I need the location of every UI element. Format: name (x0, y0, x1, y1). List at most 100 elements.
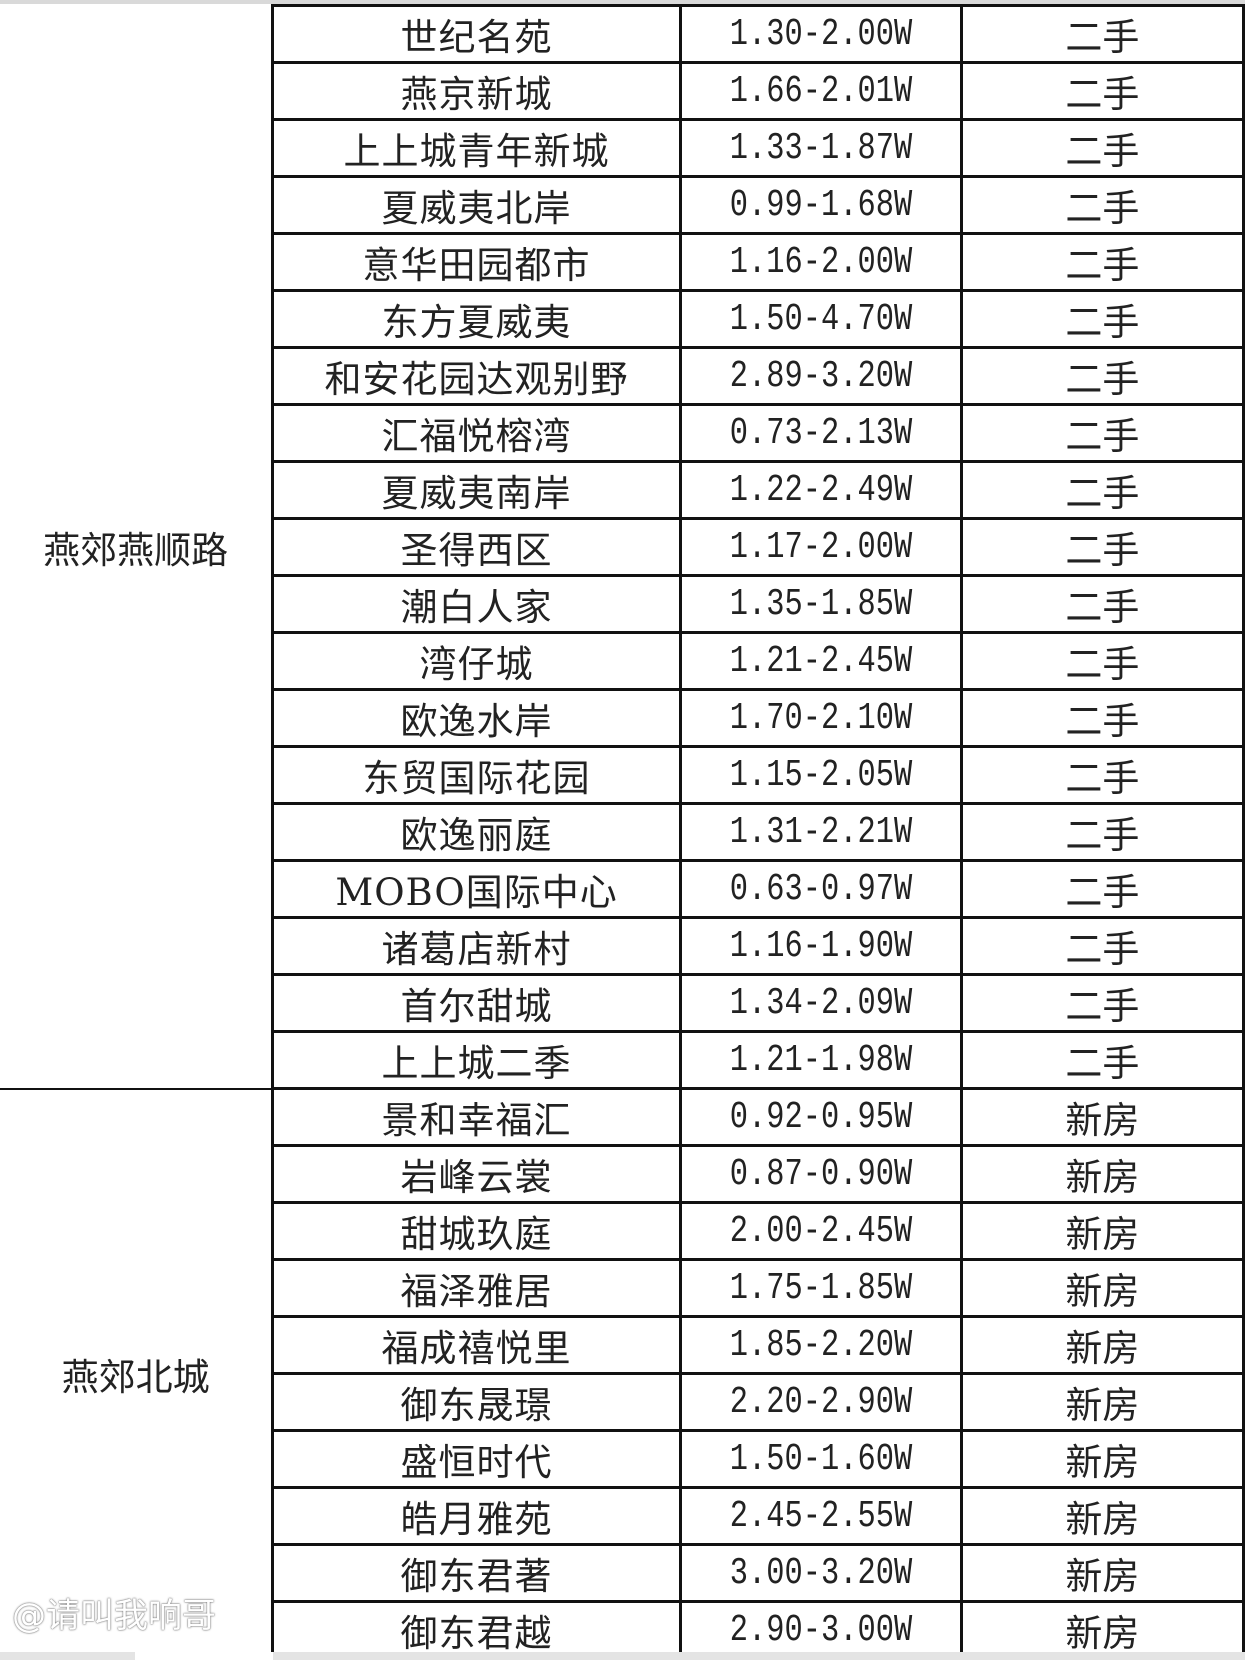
housing-type-cell: 新房 (959, 1087, 1245, 1147)
housing-type-cell: 新房 (959, 1144, 1245, 1204)
community-name-cell: 甜城玖庭 (271, 1201, 682, 1261)
price-range-text: 1.50-1.60W (729, 1437, 912, 1481)
table-row: 东贸国际花园 1.15-2.05W 二手 (0, 745, 1245, 805)
table-row: 燕京新城 1.66-2.01W 二手 (0, 61, 1245, 121)
bottom-edge (0, 1652, 1245, 1660)
price-range-text: 2.89-3.20W (729, 354, 912, 398)
table-row: 御东晟璟 2.20-2.90W 新房 (0, 1372, 1245, 1432)
community-name-cell: 圣得西区 (271, 517, 682, 577)
community-name-cell: 首尔甜城 (271, 973, 682, 1033)
table-row: 诸葛店新村 1.16-1.90W 二手 (0, 916, 1245, 976)
table-row: 夏威夷南岸 1.22-2.49W 二手 (0, 460, 1245, 520)
price-range-text: 0.99-1.68W (729, 183, 912, 227)
community-name-cell: 东方夏威夷 (271, 289, 682, 349)
price-range-text: 1.70-2.10W (729, 696, 912, 740)
price-range-text: 2.45-2.55W (729, 1494, 912, 1538)
price-range-text: 1.35-1.85W (729, 582, 912, 626)
price-range-text: 1.22-2.49W (729, 468, 912, 512)
price-range-text: 1.66-2.01W (729, 69, 912, 113)
community-name-cell: 潮白人家 (271, 574, 682, 634)
price-range-cell: 1.34-2.09W (678, 973, 963, 1033)
housing-type-cell: 二手 (959, 4, 1245, 64)
price-range-cell: 0.73-2.13W (678, 403, 963, 463)
table-row: 和安花园达观别野 2.89-3.20W 二手 (0, 346, 1245, 406)
table-row: 圣得西区 1.17-2.00W 二手 (0, 517, 1245, 577)
price-range-cell: 1.21-2.45W (678, 631, 963, 691)
price-range-cell: 0.99-1.68W (678, 175, 963, 235)
housing-type-cell: 二手 (959, 631, 1245, 691)
price-range-text: 0.63-0.97W (729, 867, 912, 911)
table-row: 上上城二季 1.21-1.98W 二手 (0, 1030, 1245, 1090)
price-range-cell: 2.00-2.45W (678, 1201, 963, 1261)
price-range-text: 2.00-2.45W (729, 1209, 912, 1253)
housing-type-cell: 二手 (959, 175, 1245, 235)
table-row: 首尔甜城 1.34-2.09W 二手 (0, 973, 1245, 1033)
price-range-cell: 1.33-1.87W (678, 118, 963, 178)
community-name-cell: 福泽雅居 (271, 1258, 682, 1318)
community-name-cell: 意华田园都市 (271, 232, 682, 292)
price-range-text: 3.00-3.20W (729, 1551, 912, 1595)
price-range-cell: 1.15-2.05W (678, 745, 963, 805)
price-range-text: 1.21-1.98W (729, 1038, 912, 1082)
price-range-text: 2.20-2.90W (729, 1380, 912, 1424)
price-range-text: 1.21-2.45W (729, 639, 912, 683)
community-name-cell: 景和幸福汇 (271, 1087, 682, 1147)
community-name-cell: 御东君著 (271, 1543, 682, 1603)
price-range-cell: 1.22-2.49W (678, 460, 963, 520)
table-row: 甜城玖庭 2.00-2.45W 新房 (0, 1201, 1245, 1261)
housing-type-cell: 新房 (959, 1372, 1245, 1432)
housing-type-cell: 二手 (959, 688, 1245, 748)
housing-type-cell: 新房 (959, 1486, 1245, 1546)
housing-type-cell: 二手 (959, 745, 1245, 805)
housing-type-cell: 二手 (959, 973, 1245, 1033)
price-range-text: 1.16-2.00W (729, 240, 912, 284)
table-row: 意华田园都市 1.16-2.00W 二手 (0, 232, 1245, 292)
housing-type-cell: 新房 (959, 1315, 1245, 1375)
community-name-cell: 夏威夷北岸 (271, 175, 682, 235)
community-name-cell: 上上城青年新城 (271, 118, 682, 178)
community-name-cell: 御东晟璟 (271, 1372, 682, 1432)
watermark: @请叫我响哥 (12, 1596, 216, 1636)
community-name-cell: 欧逸丽庭 (271, 802, 682, 862)
price-range-cell: 1.70-2.10W (678, 688, 963, 748)
community-name-cell: 福成禧悦里 (271, 1315, 682, 1375)
price-range-text: 1.16-1.90W (729, 924, 912, 968)
price-range-cell: 2.89-3.20W (678, 346, 963, 406)
bottom-edge-gap (135, 1652, 273, 1660)
price-range-text: 1.50-4.70W (729, 297, 912, 341)
table-row: 潮白人家 1.35-1.85W 二手 (0, 574, 1245, 634)
table-row: 汇福悦榕湾 0.73-2.13W 二手 (0, 403, 1245, 463)
price-range-text: 0.73-2.13W (729, 411, 912, 455)
price-range-cell: 1.21-1.98W (678, 1030, 963, 1090)
community-name-cell: 燕京新城 (271, 61, 682, 121)
price-range-cell: 1.66-2.01W (678, 61, 963, 121)
housing-type-cell: 二手 (959, 802, 1245, 862)
community-name-cell: 夏威夷南岸 (271, 460, 682, 520)
housing-type-cell: 二手 (959, 346, 1245, 406)
price-range-cell: 1.50-1.60W (678, 1429, 963, 1489)
table-row: 欧逸丽庭 1.31-2.21W 二手 (0, 802, 1245, 862)
table-row: 皓月雅苑 2.45-2.55W 新房 (0, 1486, 1245, 1546)
community-name-cell: 御东君越 (271, 1600, 682, 1660)
table-row: 上上城青年新城 1.33-1.87W 二手 (0, 118, 1245, 178)
table-row: 福成禧悦里 1.85-2.20W 新房 (0, 1315, 1245, 1375)
table-row: MOBO国际中心 0.63-0.97W 二手 (0, 859, 1245, 919)
price-range-text: 1.33-1.87W (729, 126, 912, 170)
housing-price-table: 燕郊燕顺路 世纪名苑 1.30-2.00W 二手 燕京新城 1.66-2.01W 二手 上上城… (0, 4, 1245, 1660)
housing-type-cell: 二手 (959, 517, 1245, 577)
housing-type-cell: 二手 (959, 289, 1245, 349)
community-name-cell: 皓月雅苑 (271, 1486, 682, 1546)
price-range-cell: 1.16-2.00W (678, 232, 963, 292)
price-range-cell: 0.87-0.90W (678, 1144, 963, 1204)
housing-type-cell: 二手 (959, 403, 1245, 463)
table-row: 御东君著 3.00-3.20W 新房 (0, 1543, 1245, 1603)
housing-type-cell: 二手 (959, 232, 1245, 292)
community-name-cell: 诸葛店新村 (271, 916, 682, 976)
price-range-cell: 2.90-3.00W (678, 1600, 963, 1660)
price-range-cell: 1.75-1.85W (678, 1258, 963, 1318)
price-range-cell: 1.17-2.00W (678, 517, 963, 577)
community-name-cell: 欧逸水岸 (271, 688, 682, 748)
housing-type-cell: 二手 (959, 460, 1245, 520)
price-range-text: 1.17-2.00W (729, 525, 912, 569)
area-cell: 燕郊燕顺路 (0, 5, 275, 1090)
